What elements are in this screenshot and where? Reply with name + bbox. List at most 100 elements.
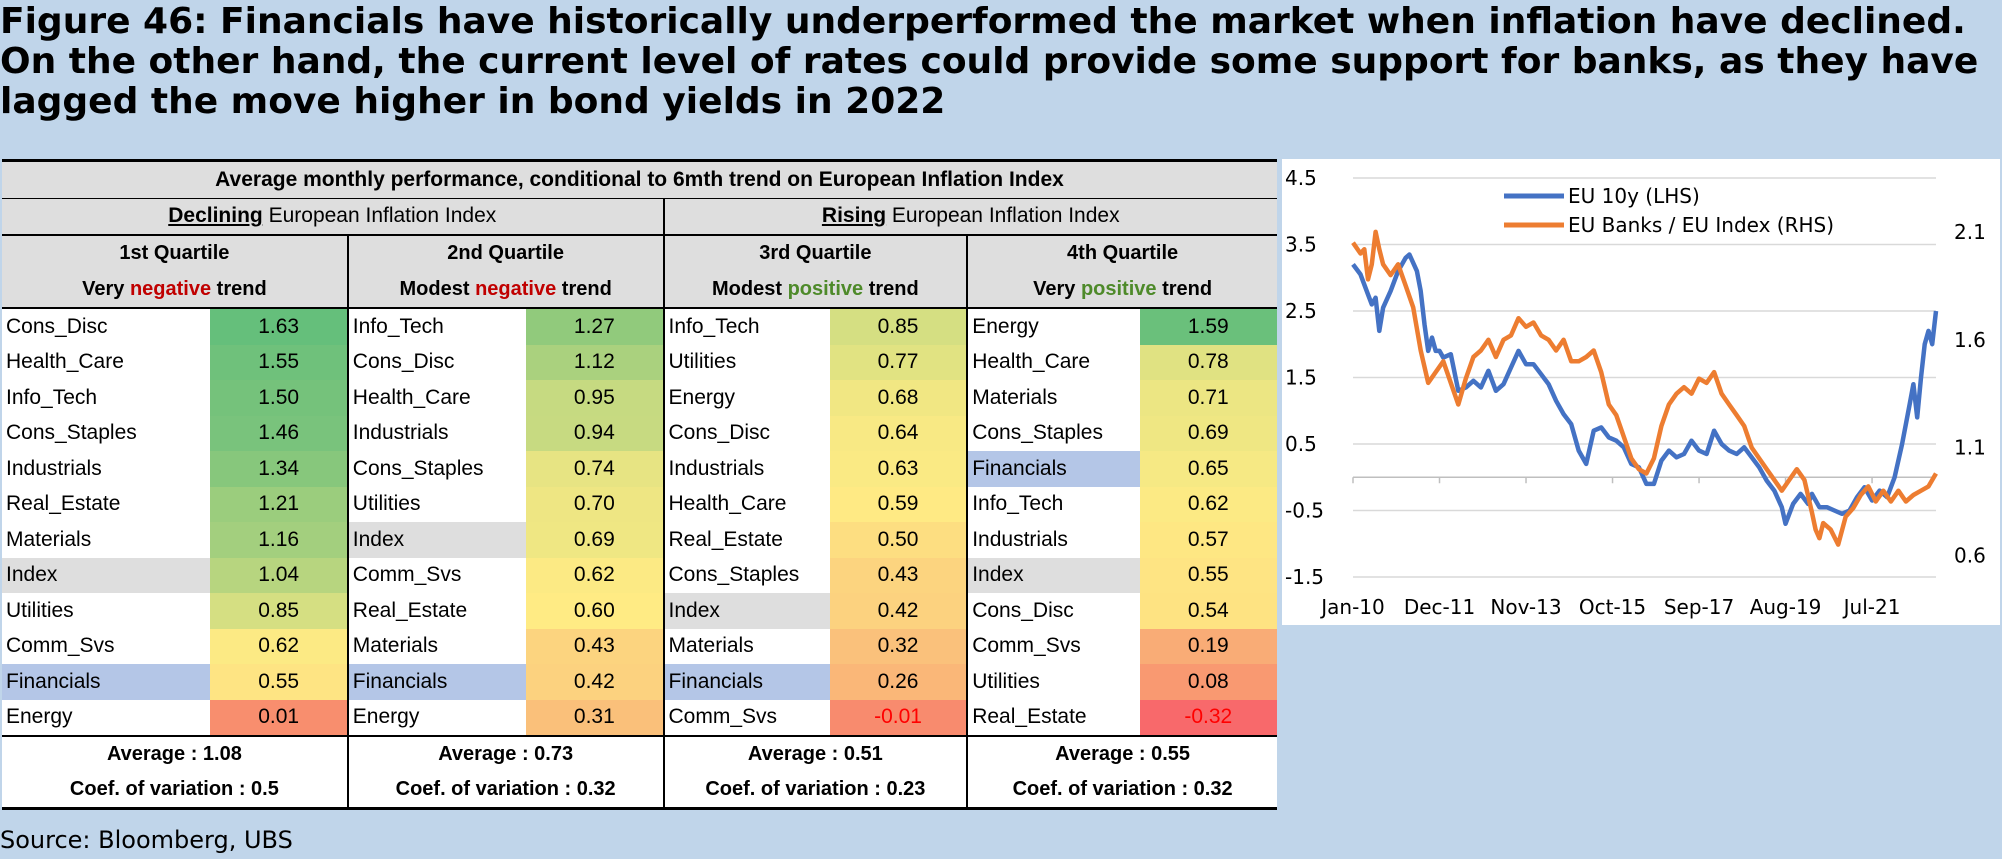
- sector-name: Energy: [966, 308, 1140, 345]
- sector-value: 0.42: [526, 664, 664, 700]
- sector-name: Cons_Staples: [966, 415, 1140, 451]
- sector-name: Index: [346, 522, 527, 558]
- cov-cell: Coef. of variation : 0.32: [346, 772, 664, 810]
- trend-prefix: Modest: [712, 277, 788, 300]
- sector-name: Utilities: [662, 344, 830, 380]
- sector-value: 1.27: [526, 308, 664, 345]
- sector-value: 1.46: [210, 415, 348, 451]
- table-row: Financials 0.55 Financials 0.42 Financials 0.…: [2, 664, 1277, 700]
- sector-name: Cons_Disc: [346, 344, 527, 380]
- cov-cell: Coef. of variation : 0.5: [2, 772, 348, 810]
- sector-name: Financials: [346, 664, 527, 700]
- table-header: Average monthly performance, conditional…: [2, 159, 1277, 199]
- sector-value: 0.69: [1139, 415, 1277, 451]
- sector-name: Health_Care: [346, 380, 527, 416]
- sector-name: Industrials: [966, 522, 1140, 558]
- sector-name: Info_Tech: [346, 308, 527, 345]
- table-row: Cons_Staples 1.46 Industrials 0.94 Cons_Disc…: [2, 415, 1277, 451]
- sector-value: 1.55: [210, 344, 348, 380]
- sector-name: Financials: [662, 664, 830, 700]
- y-left-tick-label: 3.5: [1285, 233, 1317, 257]
- trend-suffix: trend: [863, 277, 919, 300]
- sector-value: -0.32: [1139, 699, 1277, 736]
- sector-name: Cons_Disc: [662, 415, 830, 451]
- sector-name: Materials: [2, 522, 211, 558]
- sector-value: 0.60: [526, 593, 664, 629]
- sector-value: 0.32: [829, 628, 968, 664]
- y-left-tick-label: 0.5: [1285, 432, 1317, 456]
- rising-rest: European Inflation Index: [886, 204, 1120, 228]
- line-chart-svg: 4.5 3.5 2.5 1.5 0.5 -0.5 -1.5 2.1 1.6 1.1 0.6 Jan-1…: [1285, 166, 1986, 619]
- average-cell: Average : 0.55: [966, 735, 1277, 772]
- sector-name: Financials: [2, 664, 211, 700]
- sector-name: Info_Tech: [966, 486, 1140, 522]
- table-row: Cons_Disc 1.63 Info_Tech 1.27 Info_Tech 0.85 E…: [2, 308, 1277, 345]
- table-row: Utilities 0.85 Real_Estate 0.60 Index 0.42 Con…: [2, 593, 1277, 629]
- sector-name: Utilities: [966, 664, 1140, 700]
- sector-value: 0.08: [1139, 664, 1277, 700]
- sector-value: 1.12: [526, 344, 664, 380]
- sector-name: Materials: [662, 628, 830, 664]
- sector-name: Real_Estate: [346, 593, 527, 629]
- sector-name: Real_Estate: [662, 522, 830, 558]
- sector-value: -0.01: [829, 699, 968, 736]
- sector-value: 0.64: [829, 415, 968, 451]
- sector-name: Index: [2, 557, 211, 593]
- table-row: Comm_Svs 0.62 Materials 0.43 Materials 0.32 Co…: [2, 628, 1277, 664]
- sector-value: 0.19: [1139, 628, 1277, 664]
- table-row: Info_Tech 1.50 Health_Care 0.95 Energy 0.68 Ma…: [2, 380, 1277, 416]
- sector-value: 0.43: [526, 628, 664, 664]
- trend-word: positive: [1080, 277, 1157, 300]
- y-left-tick-label: 1.5: [1285, 366, 1317, 390]
- quartile-trend: Modest positive trend: [662, 271, 968, 309]
- sector-value: 1.50: [210, 380, 348, 416]
- sector-value: 0.54: [1139, 593, 1277, 629]
- sector-name: Energy: [346, 699, 527, 736]
- y-left-tick-label: -0.5: [1285, 499, 1324, 523]
- sector-value: 0.59: [829, 486, 968, 522]
- sector-value: 0.50: [829, 522, 968, 558]
- y-right-tick-label: 0.6: [1954, 543, 1986, 567]
- quartile-name: 2nd Quartile: [346, 235, 664, 272]
- sector-name: Health_Care: [966, 344, 1140, 380]
- quartile-trend: Very negative trend: [2, 271, 348, 309]
- sector-value: 1.34: [210, 451, 348, 487]
- rising-header: Rising European Inflation Index: [662, 198, 1277, 236]
- trend-suffix: trend: [556, 277, 612, 300]
- x-tick-label: Jan-10: [1319, 595, 1385, 619]
- trend-suffix: trend: [211, 277, 267, 300]
- legend-label: EU Banks / EU Index (RHS): [1568, 213, 1834, 237]
- trend-prefix: Modest: [399, 277, 476, 300]
- table-row: Materials 1.16 Index 0.69 Real_Estate 0.50 Ind…: [2, 522, 1277, 558]
- sector-value: 0.31: [526, 699, 664, 736]
- quartile-trend: Very positive trend: [966, 271, 1277, 309]
- source-note: Source: Bloomberg, UBS: [0, 826, 293, 854]
- sector-name: Index: [966, 557, 1140, 593]
- sector-value: 0.74: [526, 451, 664, 487]
- trend-word: negative: [129, 277, 212, 300]
- sector-name: Cons_Staples: [2, 415, 211, 451]
- sector-value: 0.68: [829, 380, 968, 416]
- declining-rest: European Inflation Index: [262, 204, 497, 228]
- x-tick-label: Dec-11: [1404, 595, 1475, 619]
- sector-name: Industrials: [2, 451, 211, 487]
- sector-value: 0.42: [829, 593, 968, 629]
- sector-name: Industrials: [662, 451, 830, 487]
- sector-name: Cons_Staples: [346, 451, 527, 487]
- sector-name: Industrials: [346, 415, 527, 451]
- x-tick-label: Oct-15: [1579, 595, 1646, 619]
- sector-value: 1.59: [1139, 308, 1277, 345]
- sector-name: Materials: [346, 628, 527, 664]
- x-tick-label: Jul-21: [1842, 595, 1901, 619]
- y-right-tick-label: 1.1: [1954, 436, 1986, 460]
- sector-value: 0.77: [829, 344, 968, 380]
- sector-name: Cons_Disc: [966, 593, 1140, 629]
- table-row: Industrials 1.34 Cons_Staples 0.74 Industria…: [2, 451, 1277, 487]
- sector-value: 1.21: [210, 486, 348, 522]
- sector-value: 0.43: [829, 557, 968, 593]
- sector-name: Comm_Svs: [966, 628, 1140, 664]
- sector-value: 0.95: [526, 380, 664, 416]
- series-line-eu-banks: [1351, 229, 1938, 547]
- trend-suffix: trend: [1156, 277, 1213, 300]
- sector-value: 0.57: [1139, 522, 1277, 558]
